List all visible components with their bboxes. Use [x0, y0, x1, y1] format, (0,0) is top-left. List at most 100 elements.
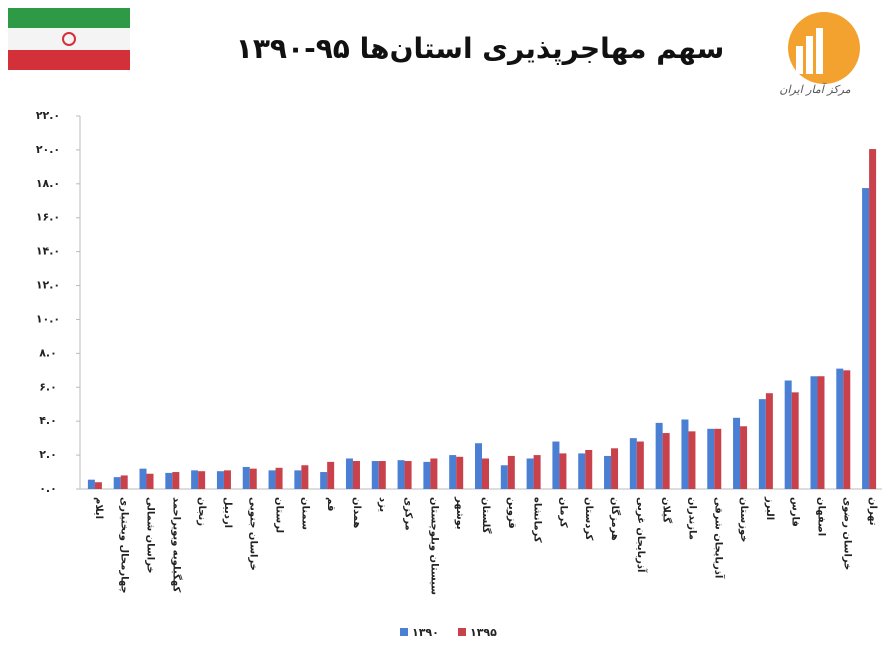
bar: [784, 380, 792, 489]
bar: [707, 428, 715, 489]
bar: [836, 368, 844, 489]
x-tick-label: گلستان: [480, 497, 493, 534]
bar: [791, 392, 799, 489]
y-tick-label: ۱۰.۰: [36, 312, 60, 325]
bar: [352, 461, 360, 489]
bar: [404, 461, 412, 489]
bar: [733, 417, 741, 489]
y-tick-label: ۰.۰: [39, 482, 57, 495]
logo-text: مرکز آمار ایران: [779, 82, 850, 96]
bar: [552, 441, 560, 489]
bar: [249, 468, 257, 489]
bar: [526, 458, 534, 489]
bar: [191, 470, 199, 489]
bar: [120, 475, 128, 489]
x-tick-label: زنجان: [196, 497, 207, 526]
bar: [662, 433, 670, 489]
bar: [843, 370, 851, 489]
bar: [688, 431, 696, 489]
bar: [345, 458, 353, 489]
x-tick-label: چهارمحال وبختیاری: [119, 497, 130, 594]
x-tick-label: سمنان: [299, 497, 310, 530]
bar: [113, 477, 121, 489]
bar: [216, 471, 224, 489]
x-tick-label: کردستان: [583, 497, 594, 541]
bar: [397, 460, 405, 489]
bar: [629, 438, 637, 489]
x-tick-label: البرز: [764, 496, 775, 520]
chart-title: سهم مهاجرپذیری استان‌ها ۹۵-۱۳۹۰: [236, 32, 725, 65]
x-tick-label: قزوین: [506, 497, 517, 529]
legend-swatch: [400, 628, 408, 636]
bar: [817, 376, 825, 489]
legend-label: ۱۳۹۰: [412, 626, 439, 639]
x-tick-label: لرستان: [274, 497, 285, 533]
bar: [500, 465, 508, 489]
x-tick-label: خراسان جنوبی: [248, 497, 259, 571]
bar: [449, 455, 457, 489]
bar: [301, 465, 309, 489]
bar: [423, 461, 431, 489]
bar: [533, 455, 541, 489]
x-tick-label: آذربایجان شرقی: [712, 497, 725, 579]
bar: [559, 453, 567, 489]
x-tick-label: کهگیلویه وبویراحمد: [170, 497, 183, 592]
bar: [758, 399, 766, 489]
x-tick-label: یزد: [377, 497, 388, 512]
x-tick-label: ایلام: [93, 497, 104, 519]
x-tick-label: هرمزگان: [609, 497, 622, 541]
y-tick-label: ۸.۰: [39, 346, 57, 359]
bar: [810, 376, 818, 489]
bar: [578, 453, 586, 489]
bar: [869, 149, 877, 489]
x-tick-label: مرکزی: [403, 497, 414, 531]
bar: [275, 467, 283, 489]
bar: [681, 419, 689, 489]
bar: [604, 455, 612, 489]
y-tick-label: ۲۲.۰: [36, 109, 60, 122]
bar: [456, 456, 464, 489]
x-tick-label: گیلان: [661, 497, 674, 523]
bar: [585, 450, 593, 489]
bar: [242, 466, 250, 489]
x-tick-label: خراسان رضوی: [841, 497, 852, 570]
bar: [482, 458, 489, 489]
x-tick-label: اردبیل: [222, 497, 233, 528]
y-tick-label: ۶.۰: [39, 380, 57, 393]
bar: [268, 470, 276, 489]
bar: [94, 482, 102, 489]
bar: [223, 470, 231, 489]
y-tick-label: ۲۰.۰: [36, 143, 60, 156]
legend-swatch: [458, 628, 466, 636]
x-tick-label: کرمانشاه: [532, 497, 543, 543]
y-tick-label: ۴.۰: [39, 414, 57, 427]
bar: [371, 461, 379, 489]
bar: [636, 441, 644, 489]
bar: [172, 472, 180, 489]
y-tick-label: ۲.۰: [39, 448, 57, 461]
x-tick-label: خراسان شمالی: [145, 497, 156, 574]
x-tick-label: فارس: [790, 497, 801, 527]
x-tick-label: همدان: [351, 497, 362, 528]
bar: [294, 470, 302, 489]
x-tick-label: خوزستان: [738, 497, 749, 542]
bar: [139, 468, 147, 489]
bar: [87, 479, 95, 489]
bar: [611, 448, 619, 489]
bar: [320, 472, 328, 489]
y-tick-label: ۱۴.۰: [36, 245, 60, 258]
x-tick-label: سیستان وبلوچستان: [428, 497, 439, 595]
bar: [475, 443, 482, 489]
x-tick-label: اصفهان: [815, 497, 826, 536]
bar: [862, 188, 870, 489]
bar: [327, 461, 335, 489]
y-tick-label: ۱۸.۰: [36, 177, 60, 190]
x-tick-label: قم: [325, 497, 336, 511]
x-tick-label: بوشهر: [454, 496, 465, 530]
y-tick-label: ۱۲.۰: [36, 279, 60, 292]
bar: [378, 461, 386, 489]
legend-label: ۱۳۹۵: [470, 626, 497, 639]
x-tick-label: آذربایجان غربی: [635, 497, 648, 573]
y-tick-label: ۱۶.۰: [36, 211, 60, 224]
